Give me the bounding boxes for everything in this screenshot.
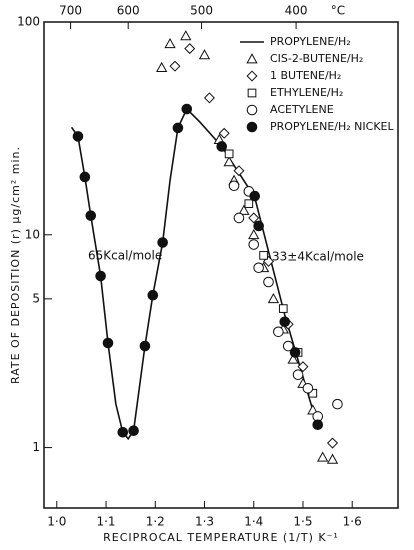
- data-point: [307, 404, 319, 415]
- data-point: [172, 122, 184, 134]
- data-point: [267, 293, 280, 304]
- data-point: [233, 165, 245, 177]
- data-point: [248, 228, 260, 240]
- data-point: [289, 347, 301, 358]
- data-point: [72, 131, 84, 142]
- y-axis-label: RATE OF DEPOSITION (r) μg/cm² min.: [9, 146, 22, 384]
- annotation: 33±4Kcal/mole: [272, 250, 364, 264]
- data-point: [248, 239, 260, 250]
- x2-tick-label: 400: [285, 4, 308, 18]
- data-point: [287, 353, 299, 364]
- data-point: [203, 92, 215, 104]
- legend-swatch: [246, 121, 258, 133]
- y-tick-label: 100: [17, 15, 40, 29]
- data-point: [233, 212, 245, 224]
- data-point: [244, 199, 254, 209]
- data-point: [238, 204, 250, 215]
- data-point: [139, 340, 151, 352]
- legend-label: PROPYLENE/H₂: [270, 35, 351, 48]
- data-point: [147, 289, 159, 301]
- data-point: [85, 210, 97, 221]
- legend-label: 1 BUTENE/H₂: [270, 69, 341, 82]
- y-tick-label: 5: [32, 291, 40, 305]
- data-point: [292, 369, 304, 381]
- legend-swatch: [246, 53, 258, 64]
- data-point: [282, 340, 294, 352]
- data-point: [156, 61, 168, 73]
- data-point: [157, 237, 168, 248]
- data-point: [302, 382, 314, 394]
- data-point: [263, 276, 274, 288]
- legend-label: PROPYLENE/H₂ NICKEL: [270, 120, 395, 133]
- x-tick-label: 1·6: [343, 515, 362, 529]
- data-point: [184, 43, 196, 55]
- data-point: [79, 171, 91, 183]
- x-tick-label: 1·3: [195, 515, 214, 529]
- x-tick-label: 1·2: [146, 515, 165, 529]
- data-point: [273, 326, 284, 338]
- data-point: [181, 103, 193, 115]
- data-line: [70, 107, 319, 441]
- x2-tick-label: 600: [117, 4, 140, 18]
- data-point: [169, 60, 181, 72]
- legend-label: ETHYLENE/H₂: [270, 86, 343, 99]
- data-point: [218, 127, 230, 139]
- data-point: [253, 262, 264, 274]
- data-point: [317, 451, 329, 462]
- data-point: [297, 361, 309, 373]
- y-tick-label: 1: [32, 440, 40, 454]
- data-point: [180, 30, 192, 41]
- legend-label: CIS-2-BUTENE/H₂: [270, 52, 363, 65]
- x-tick-label: 1·4: [244, 515, 263, 529]
- data-point: [259, 251, 268, 260]
- data-point: [164, 37, 176, 49]
- data-point: [224, 149, 234, 159]
- data-point: [248, 212, 260, 224]
- data-point: [327, 437, 339, 449]
- data-point: [278, 304, 288, 313]
- legend-label: ACETYLENE: [270, 103, 334, 116]
- x2-tick-label: 500: [190, 4, 213, 18]
- x2-tick-label: 700: [59, 4, 82, 18]
- data-point: [228, 180, 240, 192]
- data-point: [326, 453, 339, 464]
- top-axis-unit: °C: [331, 4, 345, 18]
- data-point: [332, 398, 343, 410]
- x-axis-label: RECIPROCAL TEMPERATURE (1/T) K⁻¹: [103, 531, 339, 544]
- data-point: [253, 220, 264, 232]
- legend-swatch: [246, 70, 258, 82]
- data-point: [117, 426, 129, 438]
- data-point: [279, 316, 291, 328]
- legend-swatch: [247, 88, 257, 98]
- annotation: 65Kcal/mole: [88, 249, 162, 263]
- plot-frame: [43, 21, 399, 509]
- data-point: [312, 419, 324, 431]
- x-tick-label: 1·1: [96, 515, 115, 529]
- y-tick-label: 10: [25, 227, 40, 241]
- legend-swatch: [246, 104, 258, 116]
- x-tick-label: 1·0: [47, 515, 66, 529]
- data-point: [223, 156, 235, 167]
- data-point: [102, 337, 114, 349]
- data-point: [128, 425, 139, 437]
- data-point: [249, 190, 261, 202]
- data-point: [216, 141, 228, 152]
- data-point: [198, 49, 211, 60]
- x-tick-label: 1·5: [293, 515, 312, 529]
- data-point: [95, 270, 106, 282]
